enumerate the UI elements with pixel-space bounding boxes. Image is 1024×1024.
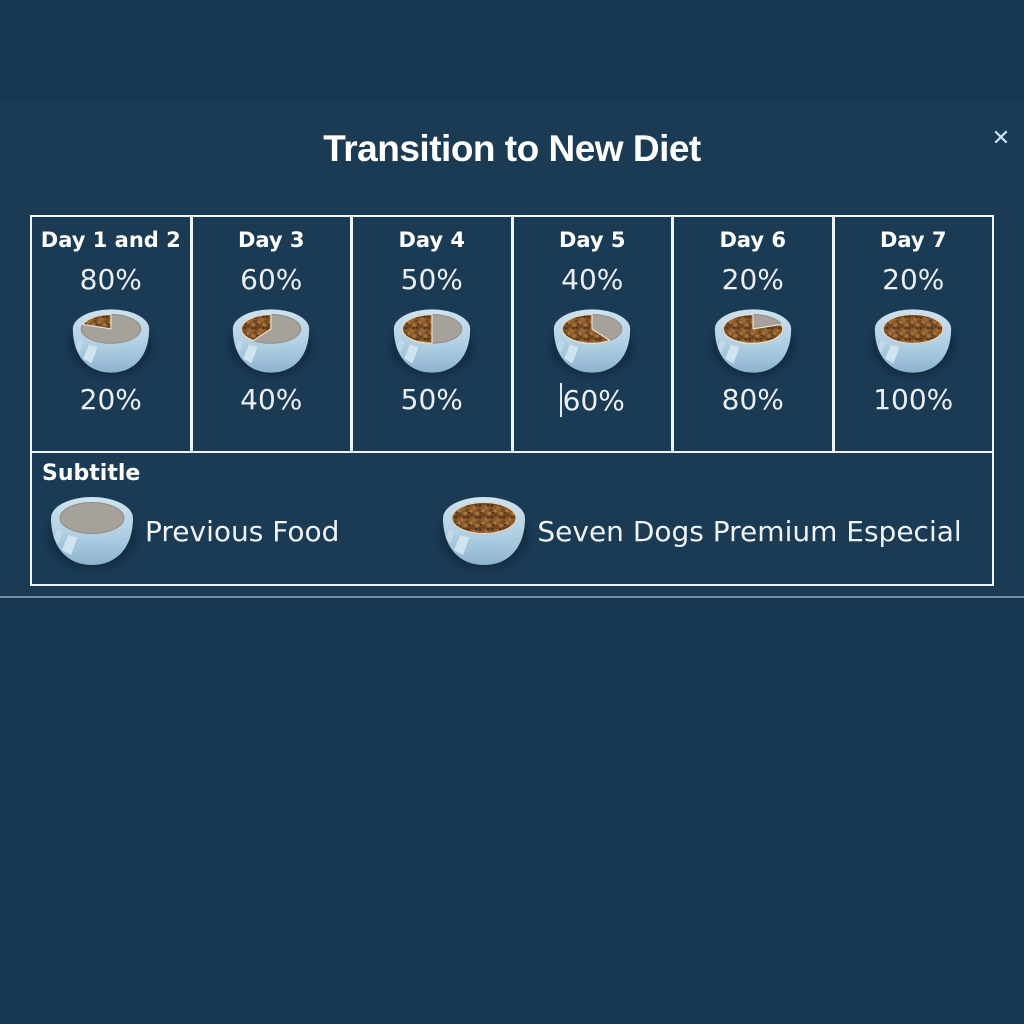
day-label: Day 1 and 2	[40, 228, 181, 252]
day-label: Day 4	[398, 228, 466, 252]
previous-food-percentage: 40%	[561, 263, 624, 296]
new-food-percentage: 20%	[79, 383, 142, 416]
legend-row: Previous Food Seven Dogs Premium Especia…	[42, 488, 980, 574]
day-label: Day 7	[879, 228, 947, 252]
food-bowl-icon	[545, 301, 639, 381]
legend-label: Previous Food	[145, 514, 340, 548]
food-bowl-icon	[224, 301, 318, 381]
previous-food-percentage: 80%	[79, 263, 142, 296]
legend-heading: Subtitle	[42, 461, 141, 486]
new-food-bowl-icon	[434, 488, 534, 574]
page-title: Transition to New Diet	[323, 128, 701, 169]
day-column: Day 6 20% 80%	[674, 217, 835, 451]
previous-food-percentage: 50%	[400, 263, 463, 296]
new-food-percentage: 40%	[240, 383, 303, 416]
text-caret	[559, 383, 562, 417]
food-bowl-icon	[866, 301, 960, 381]
previous-food-percentage: 60%	[240, 263, 303, 296]
food-bowl-icon	[64, 301, 158, 381]
day-column: Day 4 50% 50%	[353, 217, 514, 451]
day-label: Day 3	[237, 228, 305, 252]
close-icon[interactable]: ✕	[986, 124, 1016, 154]
legend-item-previous-food: Previous Food	[42, 488, 339, 574]
day-column: Day 3 60% 40%	[193, 217, 353, 451]
new-food-percentage: 80%	[721, 383, 784, 416]
day-column: Day 1 and 2 80% 20%	[32, 217, 193, 451]
day-column: Day 7 20% 100%	[835, 217, 993, 451]
previous-food-bowl-icon	[42, 488, 142, 574]
day-label: Day 6	[719, 228, 787, 252]
panel-bottom-edge	[0, 596, 1024, 598]
previous-food-percentage: 20%	[721, 263, 784, 296]
new-food-percentage: 100%	[873, 383, 954, 416]
new-food-percentage: 50%	[400, 383, 463, 416]
transition-table: Day 1 and 2 80% 20% Day 3 60% 40% Day 4 50% 5…	[30, 215, 994, 586]
previous-food-percentage: 20%	[882, 263, 945, 296]
legend-item-new-food: Seven Dogs Premium Especial	[434, 488, 962, 574]
new-food-percentage: 60%	[559, 383, 625, 417]
day-column: Day 5 40% 60%	[514, 217, 674, 451]
legend-label: Seven Dogs Premium Especial	[537, 514, 962, 548]
food-bowl-icon	[706, 301, 800, 381]
legend-section: Subtitle Previous Food Seven Dogs Premiu…	[32, 451, 992, 584]
diet-chart-panel: Transition to New Diet ✕ Day 1 and 2 80% …	[0, 100, 1024, 598]
day-label: Day 5	[558, 228, 626, 252]
food-bowl-icon	[385, 301, 479, 381]
days-row: Day 1 and 2 80% 20% Day 3 60% 40% Day 4 50% 5…	[32, 217, 992, 451]
